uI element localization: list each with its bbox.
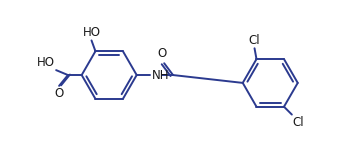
Text: O: O (55, 87, 64, 100)
Text: HO: HO (82, 27, 101, 39)
Text: Cl: Cl (249, 34, 260, 47)
Text: NH: NH (151, 69, 169, 82)
Text: Cl: Cl (293, 116, 304, 128)
Text: HO: HO (37, 56, 55, 69)
Text: O: O (158, 47, 167, 60)
